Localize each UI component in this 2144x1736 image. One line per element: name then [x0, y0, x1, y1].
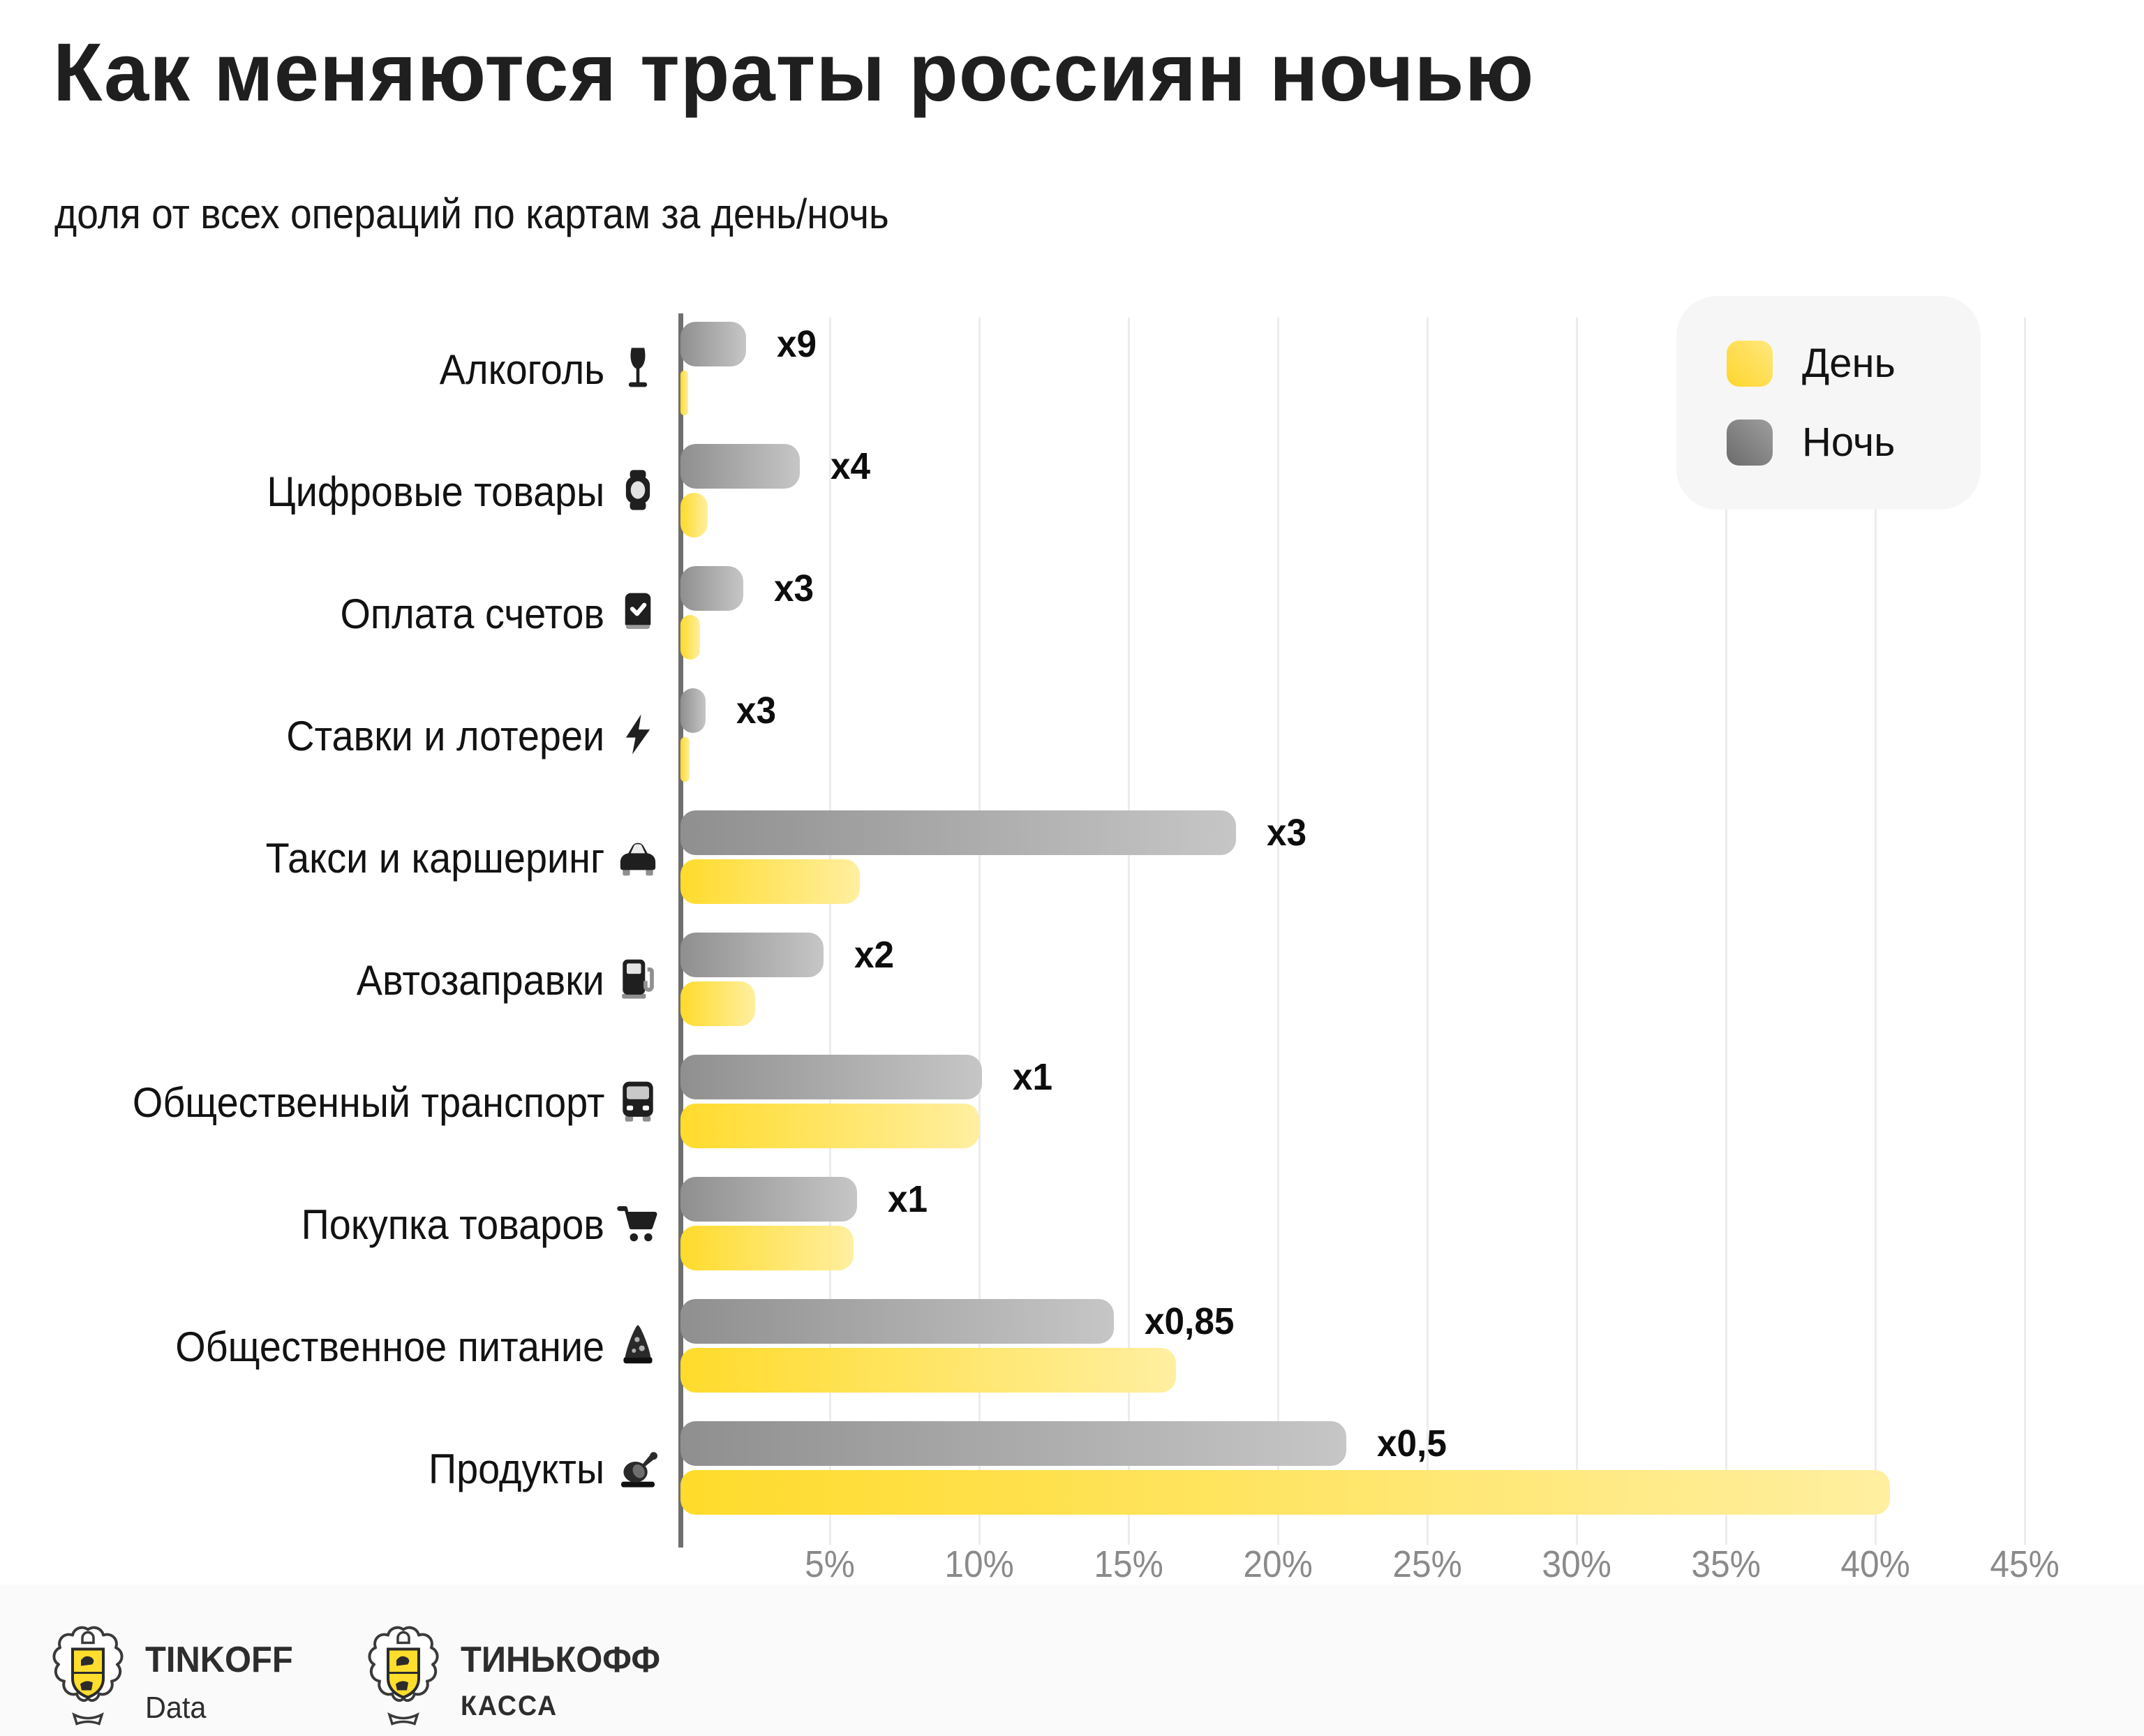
- day-bar-2: [680, 615, 700, 660]
- x-tick-label: 20%: [1243, 1543, 1313, 1585]
- tinkoff-kassa-sub-text: КАССА: [461, 1691, 558, 1721]
- grid-line-35%: [1725, 318, 1727, 1545]
- car-icon: [616, 834, 660, 879]
- night-bar-4: [680, 810, 1237, 855]
- x-tick-label: 40%: [1840, 1543, 1910, 1585]
- x-tick-label: 30%: [1542, 1543, 1611, 1585]
- category-label-3: Ставки и лотереи: [286, 713, 604, 759]
- category-label-0: Алкоголь: [439, 346, 604, 393]
- multiplier-label-6: x1: [1013, 1056, 1053, 1098]
- x-tick-label: 35%: [1691, 1543, 1761, 1585]
- night-bar-3: [680, 688, 706, 733]
- day-bar-9: [680, 1470, 1891, 1515]
- multiplier-label-8: x0,85: [1144, 1300, 1234, 1342]
- category-label-6: Общественный транспорт: [132, 1079, 604, 1126]
- y-axis-line: [678, 313, 683, 1548]
- pizza-icon: [616, 1323, 660, 1367]
- night-bar-7: [680, 1177, 857, 1222]
- x-tick-label: 45%: [1990, 1543, 2060, 1585]
- grid-line-45%: [2024, 318, 2026, 1545]
- chart-legend: День Ночь: [1676, 296, 1981, 510]
- grid-line-25%: [1427, 318, 1429, 1545]
- category-label-1: Цифровые товары: [267, 468, 604, 515]
- multiplier-label-4: x3: [1267, 812, 1307, 854]
- day-bar-5: [680, 981, 755, 1026]
- day-bar-0: [680, 371, 688, 415]
- multiplier-label-5: x2: [854, 934, 895, 976]
- bus-icon: [616, 1078, 660, 1123]
- tinkoff-kassa-brand-text: ТИНЬКОФФ: [461, 1640, 661, 1680]
- x-tick-label: 25%: [1392, 1543, 1462, 1585]
- day-bar-1: [680, 493, 708, 537]
- multiplier-label-1: x4: [831, 445, 871, 487]
- page-title: Как меняются траты россиян ночью: [53, 27, 1535, 119]
- night-bar-9: [680, 1421, 1347, 1466]
- category-label-9: Продукты: [428, 1446, 604, 1492]
- legend-night-label: Ночь: [1802, 420, 1896, 465]
- tinkoff-brand-text: TINKOFF: [145, 1640, 293, 1680]
- multiplier-label-2: x3: [773, 567, 814, 609]
- category-label-2: Оплата счетов: [340, 591, 604, 637]
- night-bar-8: [680, 1299, 1114, 1344]
- grid-line-40%: [1875, 318, 1877, 1545]
- night-bar-0: [680, 322, 747, 366]
- day-bar-3: [680, 737, 690, 782]
- bar-chart-plot: 5% 10% 15% 20% 25% 30% 35% 40% 45% Алкоголь x9 Цифр…: [0, 313, 2144, 1585]
- category-label-4: Такси и каршеринг: [265, 835, 604, 882]
- legend-day-label: День: [1802, 341, 1896, 386]
- grid-line-20%: [1277, 318, 1279, 1545]
- category-label-7: Покупка товаров: [301, 1201, 604, 1248]
- footer: TINKOFF Data ТИНЬКОФФ КАССА: [0, 1585, 2144, 1736]
- tinkoff-sub-text: Data: [145, 1691, 207, 1725]
- multiplier-label-3: x3: [736, 690, 777, 732]
- grid-line-15%: [1128, 318, 1130, 1545]
- day-bar-8: [680, 1348, 1177, 1393]
- page-subtitle: доля от всех операций по картам за день/…: [54, 191, 889, 237]
- grid-line-5%: [829, 318, 831, 1545]
- tinkoff-crest-icon: [362, 1624, 445, 1732]
- day-bar-7: [680, 1226, 854, 1270]
- night-bar-1: [680, 444, 801, 489]
- tinkoff-kassa-logo: ТИНЬКОФФ КАССА: [362, 1624, 673, 1732]
- chicken-icon: [616, 1445, 660, 1490]
- wine-glass-icon: [616, 346, 660, 390]
- day-bar-6: [680, 1104, 979, 1148]
- x-tick-label: 5%: [805, 1543, 855, 1585]
- smartwatch-icon: [616, 468, 660, 512]
- category-label-5: Автозаправки: [356, 957, 604, 1004]
- grid-line-10%: [978, 318, 981, 1545]
- night-bar-6: [680, 1055, 983, 1099]
- night-bar-5: [680, 933, 824, 977]
- multiplier-label-7: x1: [887, 1178, 928, 1220]
- multiplier-label-9: x0,5: [1377, 1423, 1447, 1464]
- multiplier-label-0: x9: [777, 323, 817, 365]
- night-bar-2: [680, 566, 743, 611]
- day-bar-4: [680, 859, 860, 904]
- lightning-icon: [616, 712, 660, 757]
- tinkoff-crest-icon: [46, 1624, 130, 1732]
- legend-item-day: День: [1727, 340, 1981, 387]
- legend-night-swatch: [1727, 419, 1773, 466]
- shopping-cart-icon: [616, 1201, 660, 1245]
- x-tick-label: 15%: [1094, 1543, 1163, 1585]
- bill-check-icon: [616, 590, 660, 635]
- x-tick-label: 10%: [944, 1543, 1014, 1585]
- legend-day-swatch: [1727, 340, 1773, 387]
- tinkoff-data-logo: TINKOFF Data: [46, 1624, 302, 1732]
- grid-line-30%: [1576, 318, 1578, 1545]
- legend-item-night: Ночь: [1727, 419, 1981, 466]
- category-label-8: Общественное питание: [175, 1323, 604, 1370]
- fuel-pump-icon: [616, 956, 660, 1001]
